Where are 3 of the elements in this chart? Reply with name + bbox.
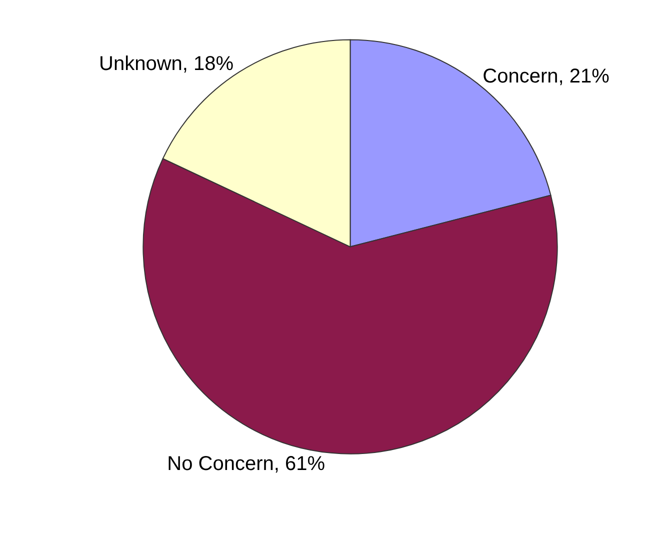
slice-label: Concern, 21% bbox=[482, 65, 610, 88]
slice-label: Unknown, 18% bbox=[99, 53, 234, 76]
slice-label: No Concern, 61% bbox=[167, 452, 326, 475]
